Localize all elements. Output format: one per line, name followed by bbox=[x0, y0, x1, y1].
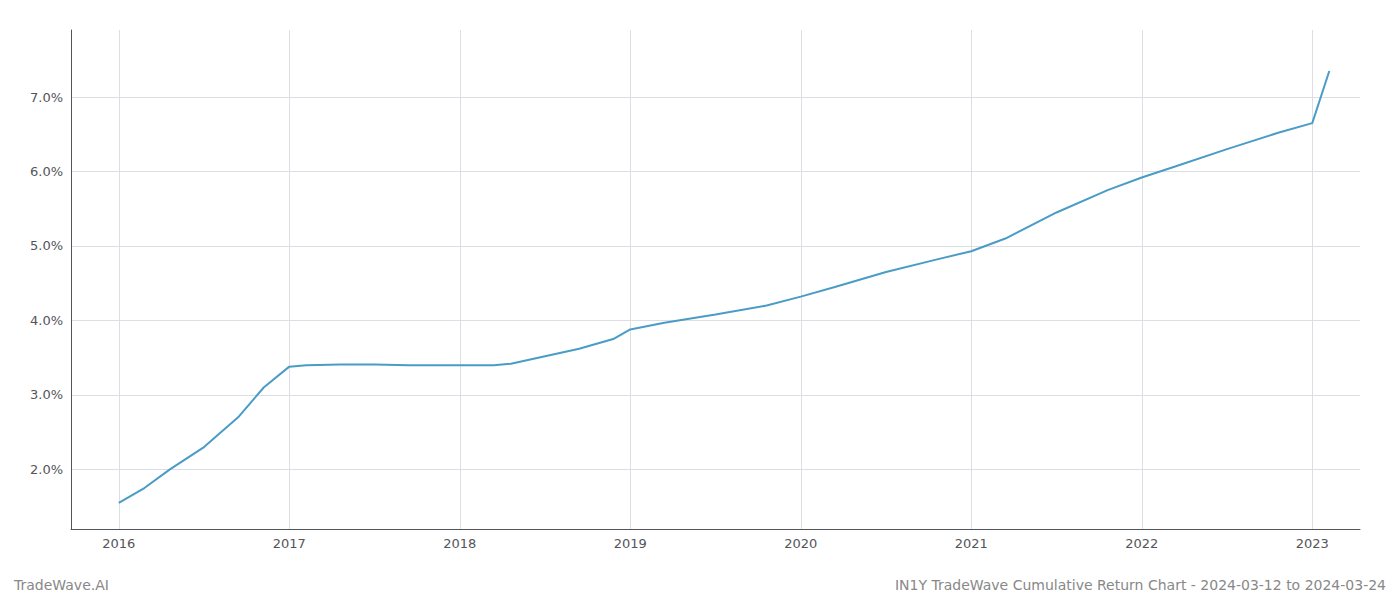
svg-text:2023: 2023 bbox=[1296, 536, 1329, 551]
svg-text:2017: 2017 bbox=[273, 536, 306, 551]
svg-text:2021: 2021 bbox=[955, 536, 988, 551]
svg-text:2018: 2018 bbox=[443, 536, 476, 551]
svg-text:6.0%: 6.0% bbox=[30, 164, 63, 179]
svg-text:2022: 2022 bbox=[1125, 536, 1158, 551]
svg-text:2020: 2020 bbox=[784, 536, 817, 551]
svg-text:3.0%: 3.0% bbox=[30, 387, 63, 402]
svg-text:4.0%: 4.0% bbox=[30, 313, 63, 328]
svg-text:2016: 2016 bbox=[102, 536, 135, 551]
svg-text:TradeWave.AI: TradeWave.AI bbox=[13, 577, 109, 593]
svg-text:IN1Y TradeWave Cumulative Retu: IN1Y TradeWave Cumulative Return Chart -… bbox=[895, 577, 1386, 593]
svg-text:5.0%: 5.0% bbox=[30, 238, 63, 253]
svg-text:7.0%: 7.0% bbox=[30, 90, 63, 105]
svg-text:2019: 2019 bbox=[614, 536, 647, 551]
svg-text:2.0%: 2.0% bbox=[30, 462, 63, 477]
